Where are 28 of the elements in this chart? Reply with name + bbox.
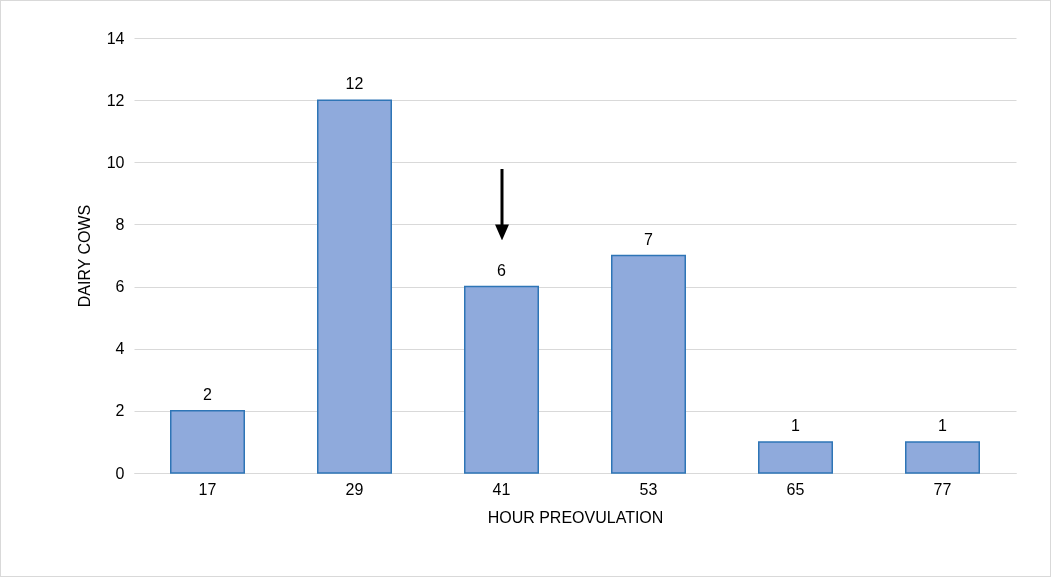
- x-tick-label: 41: [492, 480, 511, 498]
- y-tick-label: 2: [115, 402, 125, 420]
- data-label: 7: [644, 230, 654, 248]
- bar: [170, 410, 245, 474]
- y-tick-label: 8: [115, 215, 125, 233]
- y-tick-label: 10: [106, 153, 125, 171]
- data-label: 1: [938, 416, 948, 434]
- y-tick-label: 0: [115, 464, 125, 482]
- x-tick-label: 29: [345, 480, 364, 498]
- bar: [758, 441, 833, 474]
- data-label: 2: [203, 385, 213, 403]
- y-axis-title: DAIRY COWS: [75, 204, 93, 308]
- bar: [611, 254, 686, 474]
- x-tick-label: 77: [933, 480, 952, 498]
- y-tick-label: 14: [106, 29, 125, 47]
- y-tick-label: 12: [106, 91, 125, 109]
- x-tick-label: 53: [639, 480, 658, 498]
- x-tick-label: 17: [198, 480, 217, 498]
- x-axis-title: HOUR PREOVULATION: [487, 508, 664, 526]
- bar: [905, 441, 980, 474]
- y-tick-label: 4: [115, 340, 125, 358]
- data-label: 6: [497, 261, 507, 279]
- y-tick-label: 6: [115, 278, 125, 296]
- bar: [317, 99, 392, 474]
- data-label: 12: [345, 75, 364, 93]
- bar: [464, 285, 539, 474]
- x-tick-label: 65: [786, 480, 805, 498]
- data-label: 1: [791, 416, 801, 434]
